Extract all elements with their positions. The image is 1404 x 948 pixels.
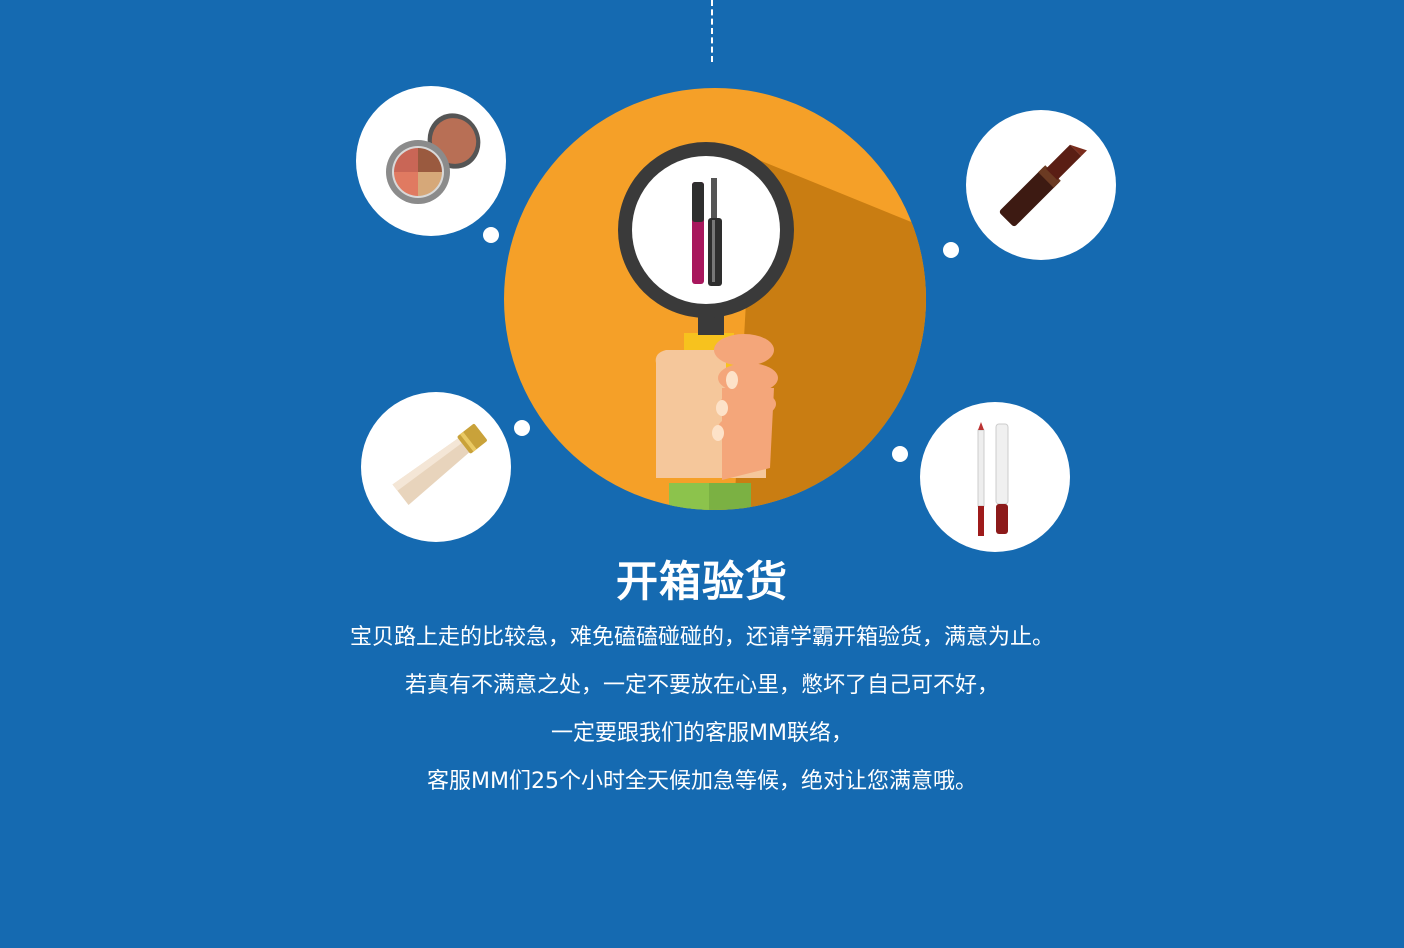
description-line: 客服MM们25个小时全天候加急等候，绝对让您满意哦。 — [427, 769, 977, 794]
lipstick-icon — [966, 110, 1116, 260]
foundation-tube-icon — [361, 392, 511, 542]
hero-illustration — [356, 86, 1116, 552]
bubble-dot — [943, 242, 959, 258]
section-description: 宝贝路上走的比较急，难免磕磕碰碰的，还请学霸开箱验货，满意为止。 若真有不满意之… — [0, 618, 1404, 810]
dashed-divider-line — [711, 0, 713, 62]
description-line: 若真有不满意之处，一定不要放在心里，憋坏了自己可不好， — [404, 673, 999, 698]
mascara-icon — [692, 178, 722, 286]
description-line: 宝贝路上走的比较急，难免磕磕碰碰的，还请学霸开箱验货，满意为止。 — [349, 625, 1054, 650]
lip-liner-icon — [920, 402, 1070, 552]
bubble-dot — [892, 446, 908, 462]
section-title: 开箱验货 — [615, 557, 788, 606]
description-line: 一定要跟我们的客服MM联络， — [551, 721, 853, 746]
bubble-dot — [483, 227, 499, 243]
eyeshadow-palette-icon — [356, 86, 506, 236]
bubble-dot — [514, 420, 530, 436]
magnifier-hand-icon — [504, 88, 926, 510]
